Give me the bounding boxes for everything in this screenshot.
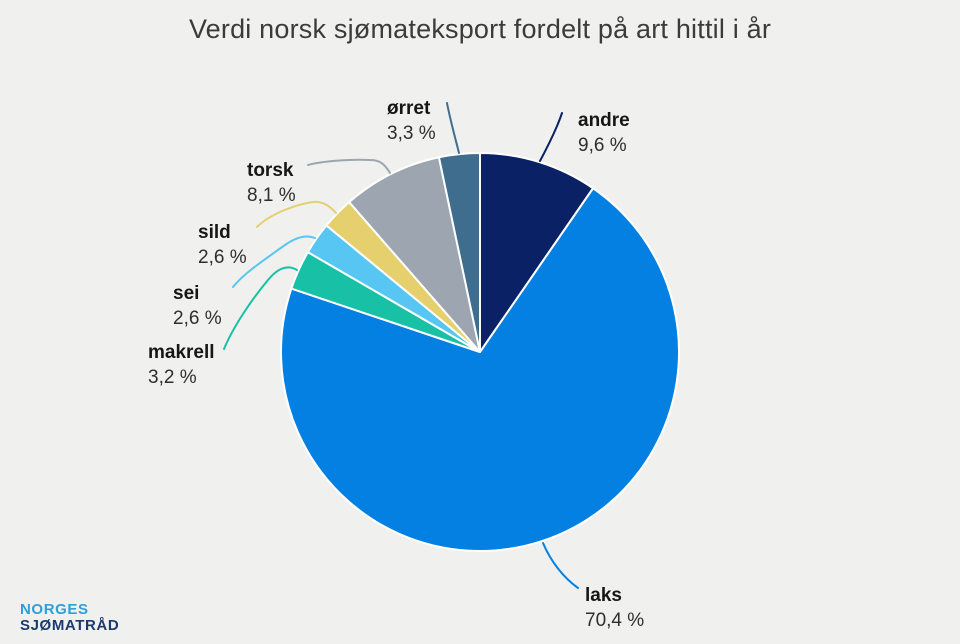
slice-percent: 2,6 %	[173, 308, 222, 329]
logo-line-2: SJØMATRÅD	[20, 617, 120, 634]
label-connectors	[223, 102, 579, 589]
slice-name: torsk	[247, 160, 294, 181]
pie-slice-torsk[interactable]	[348, 156, 481, 353]
pie-slices	[280, 152, 680, 552]
slice-percent: 8,1 %	[247, 185, 296, 206]
slice-label-laks: laks 70,4 %	[585, 583, 644, 633]
pie-slice-orret[interactable]	[437, 152, 481, 353]
slice-label-sild: sild 2,6 %	[198, 220, 247, 270]
slice-name: ørret	[387, 98, 431, 119]
slice-percent: 9,6 %	[578, 135, 627, 156]
connector-sild	[256, 200, 337, 228]
slice-percent: 70,4 %	[585, 610, 645, 631]
pie-slice-laks[interactable]	[280, 187, 680, 552]
slice-name: andre	[578, 110, 630, 131]
connector-laks	[542, 542, 579, 589]
slice-label-andre: andre 9,6 %	[578, 108, 630, 158]
slice-label-makrell: makrell 3,2 %	[148, 340, 215, 390]
slice-label-torsk: torsk 8,1 %	[247, 158, 296, 208]
connector-torsk	[307, 158, 391, 174]
slice-name: sild	[198, 222, 231, 243]
slice-percent: 3,2 %	[148, 367, 197, 388]
chart-title: Verdi norsk sjømateksport fordelt på art…	[188, 14, 772, 44]
slice-name: sei	[173, 283, 200, 304]
connector-makrell	[223, 266, 298, 350]
connector-sei	[232, 235, 316, 288]
connector-andre	[539, 112, 563, 162]
slice-name: laks	[585, 585, 622, 606]
logo-line-1: NORGES	[20, 601, 89, 618]
slice-name: makrell	[148, 342, 215, 363]
slice-label-orret: ørret 3,3 %	[387, 96, 436, 146]
connector-orret	[446, 102, 460, 154]
slice-label-sei: sei 2,6 %	[173, 281, 222, 331]
slice-percent: 2,6 %	[198, 247, 247, 268]
norges-sjomatrad-logo: NORGES SJØMATRÅD	[20, 602, 119, 634]
pie-slice-andre[interactable]	[479, 152, 595, 353]
slice-percent: 3,3 %	[387, 123, 436, 144]
